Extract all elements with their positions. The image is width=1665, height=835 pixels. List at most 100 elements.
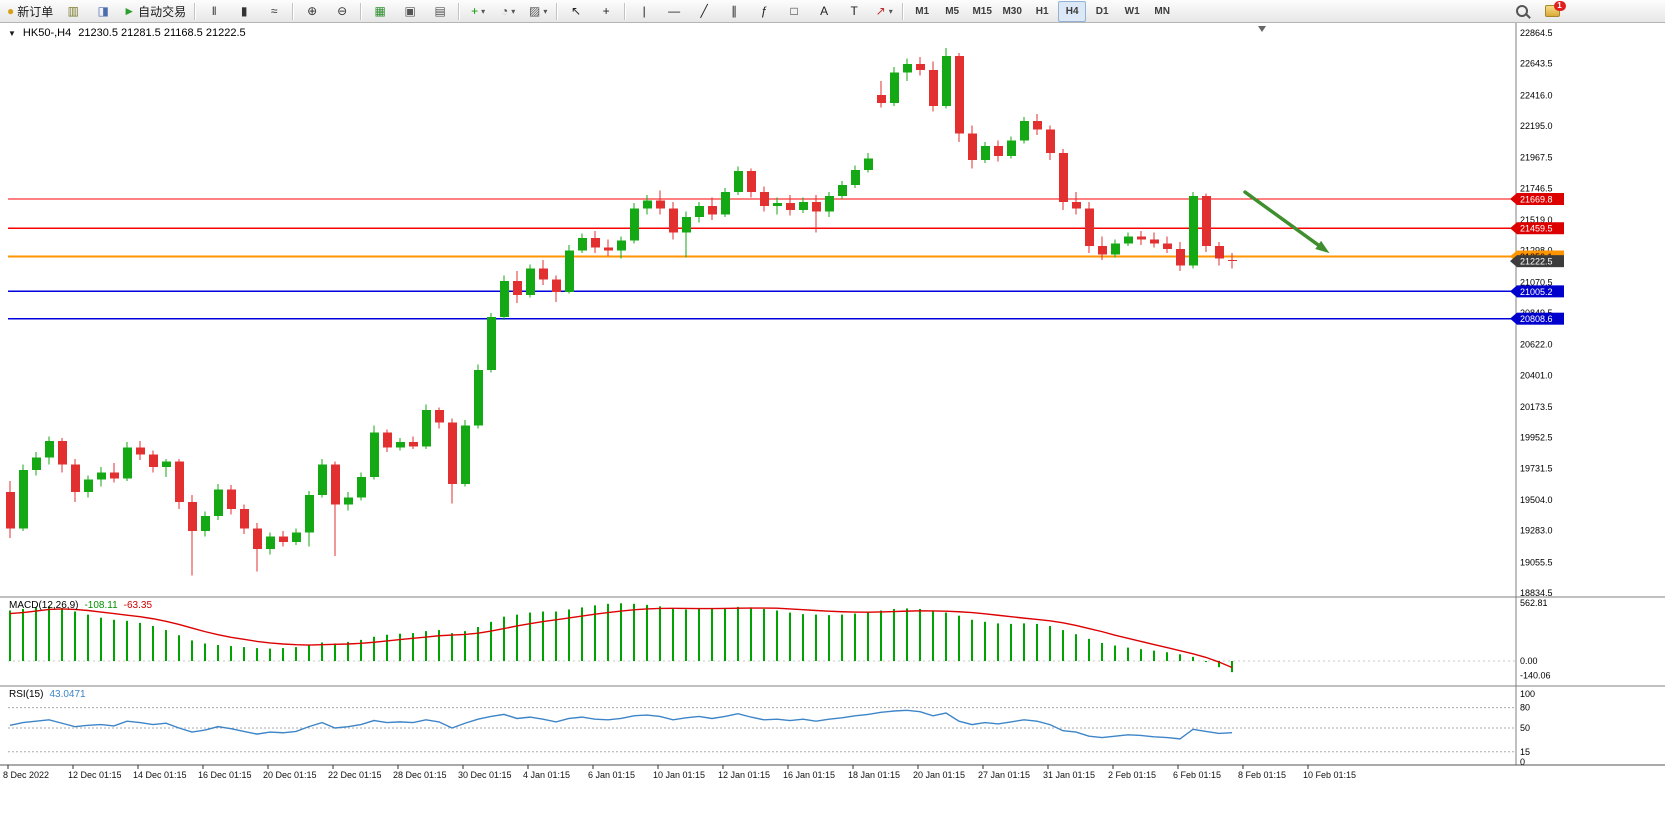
new-chart-button[interactable]: ▥	[59, 1, 87, 22]
bid-price-label: 21222.5	[1510, 255, 1564, 268]
chart-window-icon: ▥	[67, 4, 79, 18]
svg-text:18834.5: 18834.5	[1520, 588, 1553, 598]
arrow-tool-icon: ↗	[875, 4, 886, 18]
drawn-arrow[interactable]	[1243, 190, 1330, 254]
price-axis[interactable]: 22864.5 22643.5 22416.0 22195.0 21967.5 21746…	[1520, 28, 1553, 598]
svg-text:28 Dec 01:15: 28 Dec 01:15	[393, 770, 447, 780]
svg-text:21459.5: 21459.5	[1520, 224, 1553, 234]
svg-text:21070.5: 21070.5	[1520, 277, 1553, 287]
timeframe-h4[interactable]: H4	[1058, 0, 1087, 22]
timeframe-m1-label: M1	[915, 5, 930, 17]
arrows-button[interactable]: ↗ ▾	[870, 1, 898, 22]
svg-text:100: 100	[1520, 689, 1535, 699]
chart-symbol-period: HK50-,H4	[22, 27, 72, 39]
tile-windows-icon: ▦	[374, 4, 386, 18]
timeframe-w1[interactable]: W1	[1118, 1, 1146, 22]
timeframe-mn[interactable]: MN	[1148, 1, 1176, 22]
indicators-icon: +	[471, 4, 479, 18]
candles-chart-icon: ▮	[240, 4, 248, 18]
channel-icon: ∥	[731, 4, 738, 18]
vertical-line-button[interactable]: |	[630, 1, 658, 22]
new-order-button[interactable]: ● 新订单	[3, 1, 57, 22]
horizontal-line-button[interactable]: —	[660, 1, 688, 22]
timeframe-m1[interactable]: M1	[908, 1, 936, 22]
toolbar-separator	[194, 2, 197, 20]
crosshair-icon: +	[602, 4, 610, 18]
svg-text:8 Feb 01:15: 8 Feb 01:15	[1238, 770, 1286, 780]
timeframe-h1[interactable]: H1	[1028, 1, 1056, 22]
timeframe-h4-label: H4	[1065, 5, 1079, 17]
svg-text:20622.0: 20622.0	[1520, 340, 1553, 350]
timeframe-m15-label: M15	[972, 5, 992, 17]
zoom-out-icon: ⊖	[337, 4, 348, 18]
macd-value-main: -108.11	[84, 600, 118, 611]
timeframe-m15[interactable]: M15	[968, 1, 996, 22]
profiles-button[interactable]: ◨	[89, 1, 117, 22]
dropdown-caret-icon: ▾	[543, 6, 548, 16]
zoom-in-button[interactable]: ⊕	[298, 1, 326, 22]
tile-windows-button[interactable]: ▦	[366, 1, 394, 22]
arrange-icon: ▤	[434, 4, 446, 18]
svg-text:10 Feb 01:15: 10 Feb 01:15	[1303, 770, 1356, 780]
toolbar-separator	[360, 2, 363, 20]
svg-text:20173.5: 20173.5	[1520, 402, 1553, 412]
svg-text:10 Jan 01:15: 10 Jan 01:15	[653, 770, 705, 780]
text-button[interactable]: A	[810, 1, 838, 22]
svg-text:80: 80	[1520, 703, 1530, 713]
svg-text:19055.5: 19055.5	[1520, 557, 1553, 567]
shapes-button[interactable]: □	[780, 1, 808, 22]
svg-text:21519.0: 21519.0	[1520, 215, 1553, 225]
timeframe-d1[interactable]: D1	[1088, 1, 1116, 22]
svg-text:16 Dec 01:15: 16 Dec 01:15	[198, 770, 252, 780]
rsi-label: RSI(15) 43.0471	[9, 689, 86, 700]
new-order-button-label: 新订单	[17, 4, 54, 19]
svg-text:22 Dec 01:15: 22 Dec 01:15	[328, 770, 382, 780]
rsi-name: RSI(15)	[9, 689, 44, 700]
crosshair-button[interactable]: +	[592, 1, 620, 22]
svg-text:6 Jan 01:15: 6 Jan 01:15	[588, 770, 635, 780]
indicators-button[interactable]: + ▾	[464, 1, 492, 22]
svg-text:21967.5: 21967.5	[1520, 153, 1553, 163]
svg-text:-140.06: -140.06	[1520, 670, 1551, 680]
templates-button[interactable]: ▨ ▾	[524, 1, 552, 22]
svg-text:4 Jan 01:15: 4 Jan 01:15	[523, 770, 570, 780]
candlestick-chart-button[interactable]: ▮	[230, 1, 258, 22]
bars-chart-icon: ‖	[211, 4, 217, 18]
dropdown-caret-icon: ▾	[888, 6, 893, 16]
svg-text:27 Jan 01:15: 27 Jan 01:15	[978, 770, 1030, 780]
horizontal-line-icon: —	[668, 4, 681, 18]
svg-text:8 Dec 2022: 8 Dec 2022	[3, 770, 49, 780]
zoom-out-button[interactable]: ⊖	[328, 1, 356, 22]
channel-button[interactable]: ∥	[720, 1, 748, 22]
cascade-windows-button[interactable]: ▣	[396, 1, 424, 22]
arrange-windows-button[interactable]: ▤	[426, 1, 454, 22]
bar-chart-button[interactable]: ‖	[200, 1, 228, 22]
svg-text:20401.0: 20401.0	[1520, 370, 1553, 380]
svg-text:30 Dec 01:15: 30 Dec 01:15	[458, 770, 512, 780]
svg-text:20 Dec 01:15: 20 Dec 01:15	[263, 770, 317, 780]
timeframe-w1-label: W1	[1124, 5, 1140, 17]
alerts-icon: 1	[1544, 1, 1566, 17]
timeframe-m30[interactable]: M30	[998, 1, 1026, 22]
trendline-button[interactable]: ╱	[690, 1, 718, 22]
svg-text:16 Jan 01:15: 16 Jan 01:15	[783, 770, 835, 780]
search-button[interactable]	[1508, 1, 1536, 22]
periods-button[interactable]: ◔ ▾	[494, 1, 522, 22]
svg-text:19731.5: 19731.5	[1520, 463, 1553, 473]
alerts-button[interactable]: 1	[1538, 1, 1566, 22]
one-click-trading-toggle[interactable]: ▼	[8, 28, 16, 38]
svg-text:2 Feb 01:15: 2 Feb 01:15	[1108, 770, 1156, 780]
svg-text:20 Jan 01:15: 20 Jan 01:15	[913, 770, 965, 780]
autotrading-button[interactable]: ► 自动交易	[119, 1, 190, 22]
timeframe-m5[interactable]: M5	[938, 1, 966, 22]
text-label-button[interactable]: T	[840, 1, 868, 22]
fibonacci-button[interactable]: ƒ	[750, 1, 778, 22]
line-chart-button[interactable]: ≈	[260, 1, 288, 22]
time-axis[interactable]: 8 Dec 2022 12 Dec 01:15 14 Dec 01:15 16 Dec…	[3, 765, 1356, 780]
cursor-button[interactable]: ↖	[562, 1, 590, 22]
svg-text:12 Dec 01:15: 12 Dec 01:15	[68, 770, 122, 780]
svg-text:21005.2: 21005.2	[1520, 287, 1553, 297]
